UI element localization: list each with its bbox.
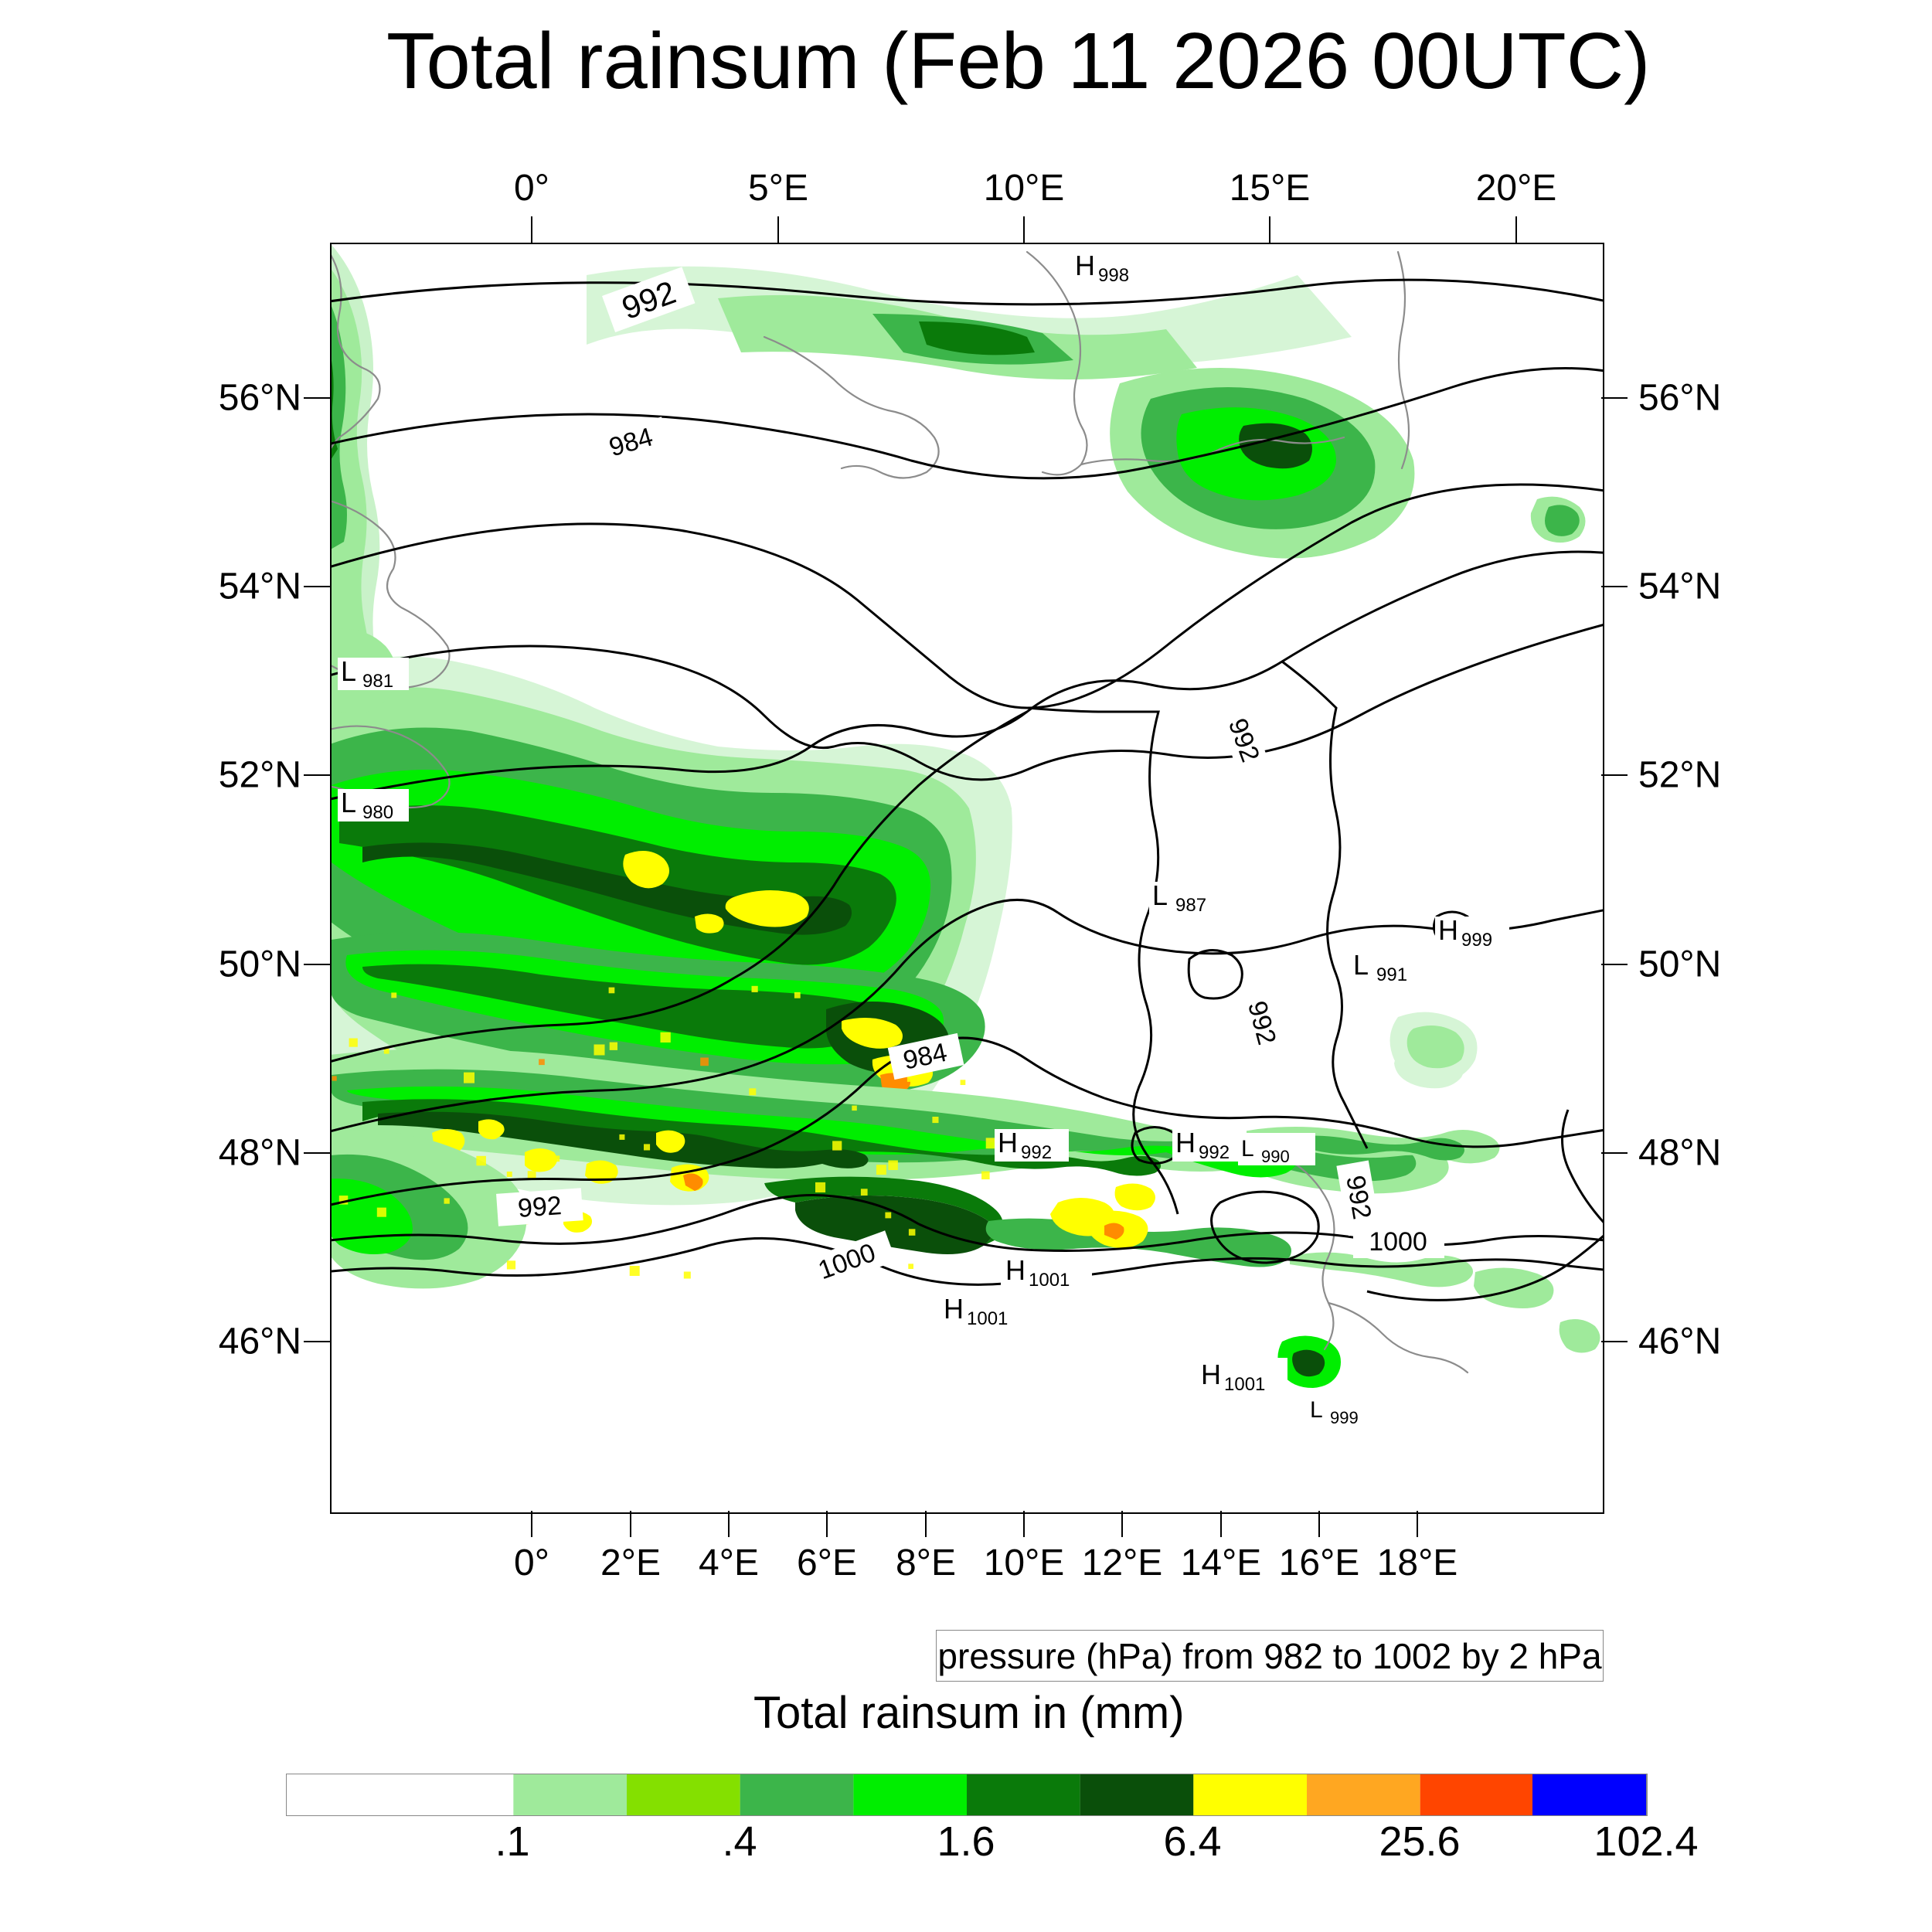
svg-text:1001: 1001 bbox=[1029, 1270, 1070, 1291]
svg-text:987: 987 bbox=[1175, 895, 1206, 916]
svg-text:984: 984 bbox=[606, 422, 656, 462]
svg-text:1001: 1001 bbox=[967, 1308, 1008, 1329]
svg-text:H: H bbox=[944, 1293, 964, 1325]
svg-text:992: 992 bbox=[517, 1191, 563, 1223]
svg-text:1000: 1000 bbox=[1369, 1227, 1427, 1257]
svg-text:1001: 1001 bbox=[1224, 1374, 1265, 1395]
svg-text:L: L bbox=[341, 655, 356, 687]
svg-text:L: L bbox=[341, 787, 356, 818]
svg-text:998: 998 bbox=[1098, 265, 1129, 286]
svg-text:992: 992 bbox=[1199, 1142, 1230, 1163]
svg-text:L: L bbox=[1310, 1397, 1323, 1423]
svg-text:990: 990 bbox=[1261, 1147, 1290, 1166]
svg-text:981: 981 bbox=[362, 671, 393, 692]
svg-text:980: 980 bbox=[362, 802, 393, 823]
svg-text:992: 992 bbox=[1242, 998, 1281, 1048]
svg-text:H: H bbox=[1175, 1127, 1196, 1158]
svg-text:L: L bbox=[1353, 949, 1369, 981]
svg-text:L: L bbox=[1241, 1136, 1254, 1162]
svg-text:999: 999 bbox=[1461, 930, 1492, 951]
svg-text:H: H bbox=[1075, 250, 1095, 281]
svg-text:H: H bbox=[998, 1127, 1018, 1158]
svg-text:H: H bbox=[1438, 914, 1458, 946]
svg-text:H: H bbox=[1201, 1359, 1221, 1390]
svg-text:991: 991 bbox=[1376, 964, 1407, 985]
svg-text:L: L bbox=[1152, 879, 1168, 911]
svg-text:999: 999 bbox=[1330, 1408, 1359, 1427]
svg-text:992: 992 bbox=[1021, 1142, 1052, 1163]
svg-text:H: H bbox=[1005, 1254, 1026, 1286]
